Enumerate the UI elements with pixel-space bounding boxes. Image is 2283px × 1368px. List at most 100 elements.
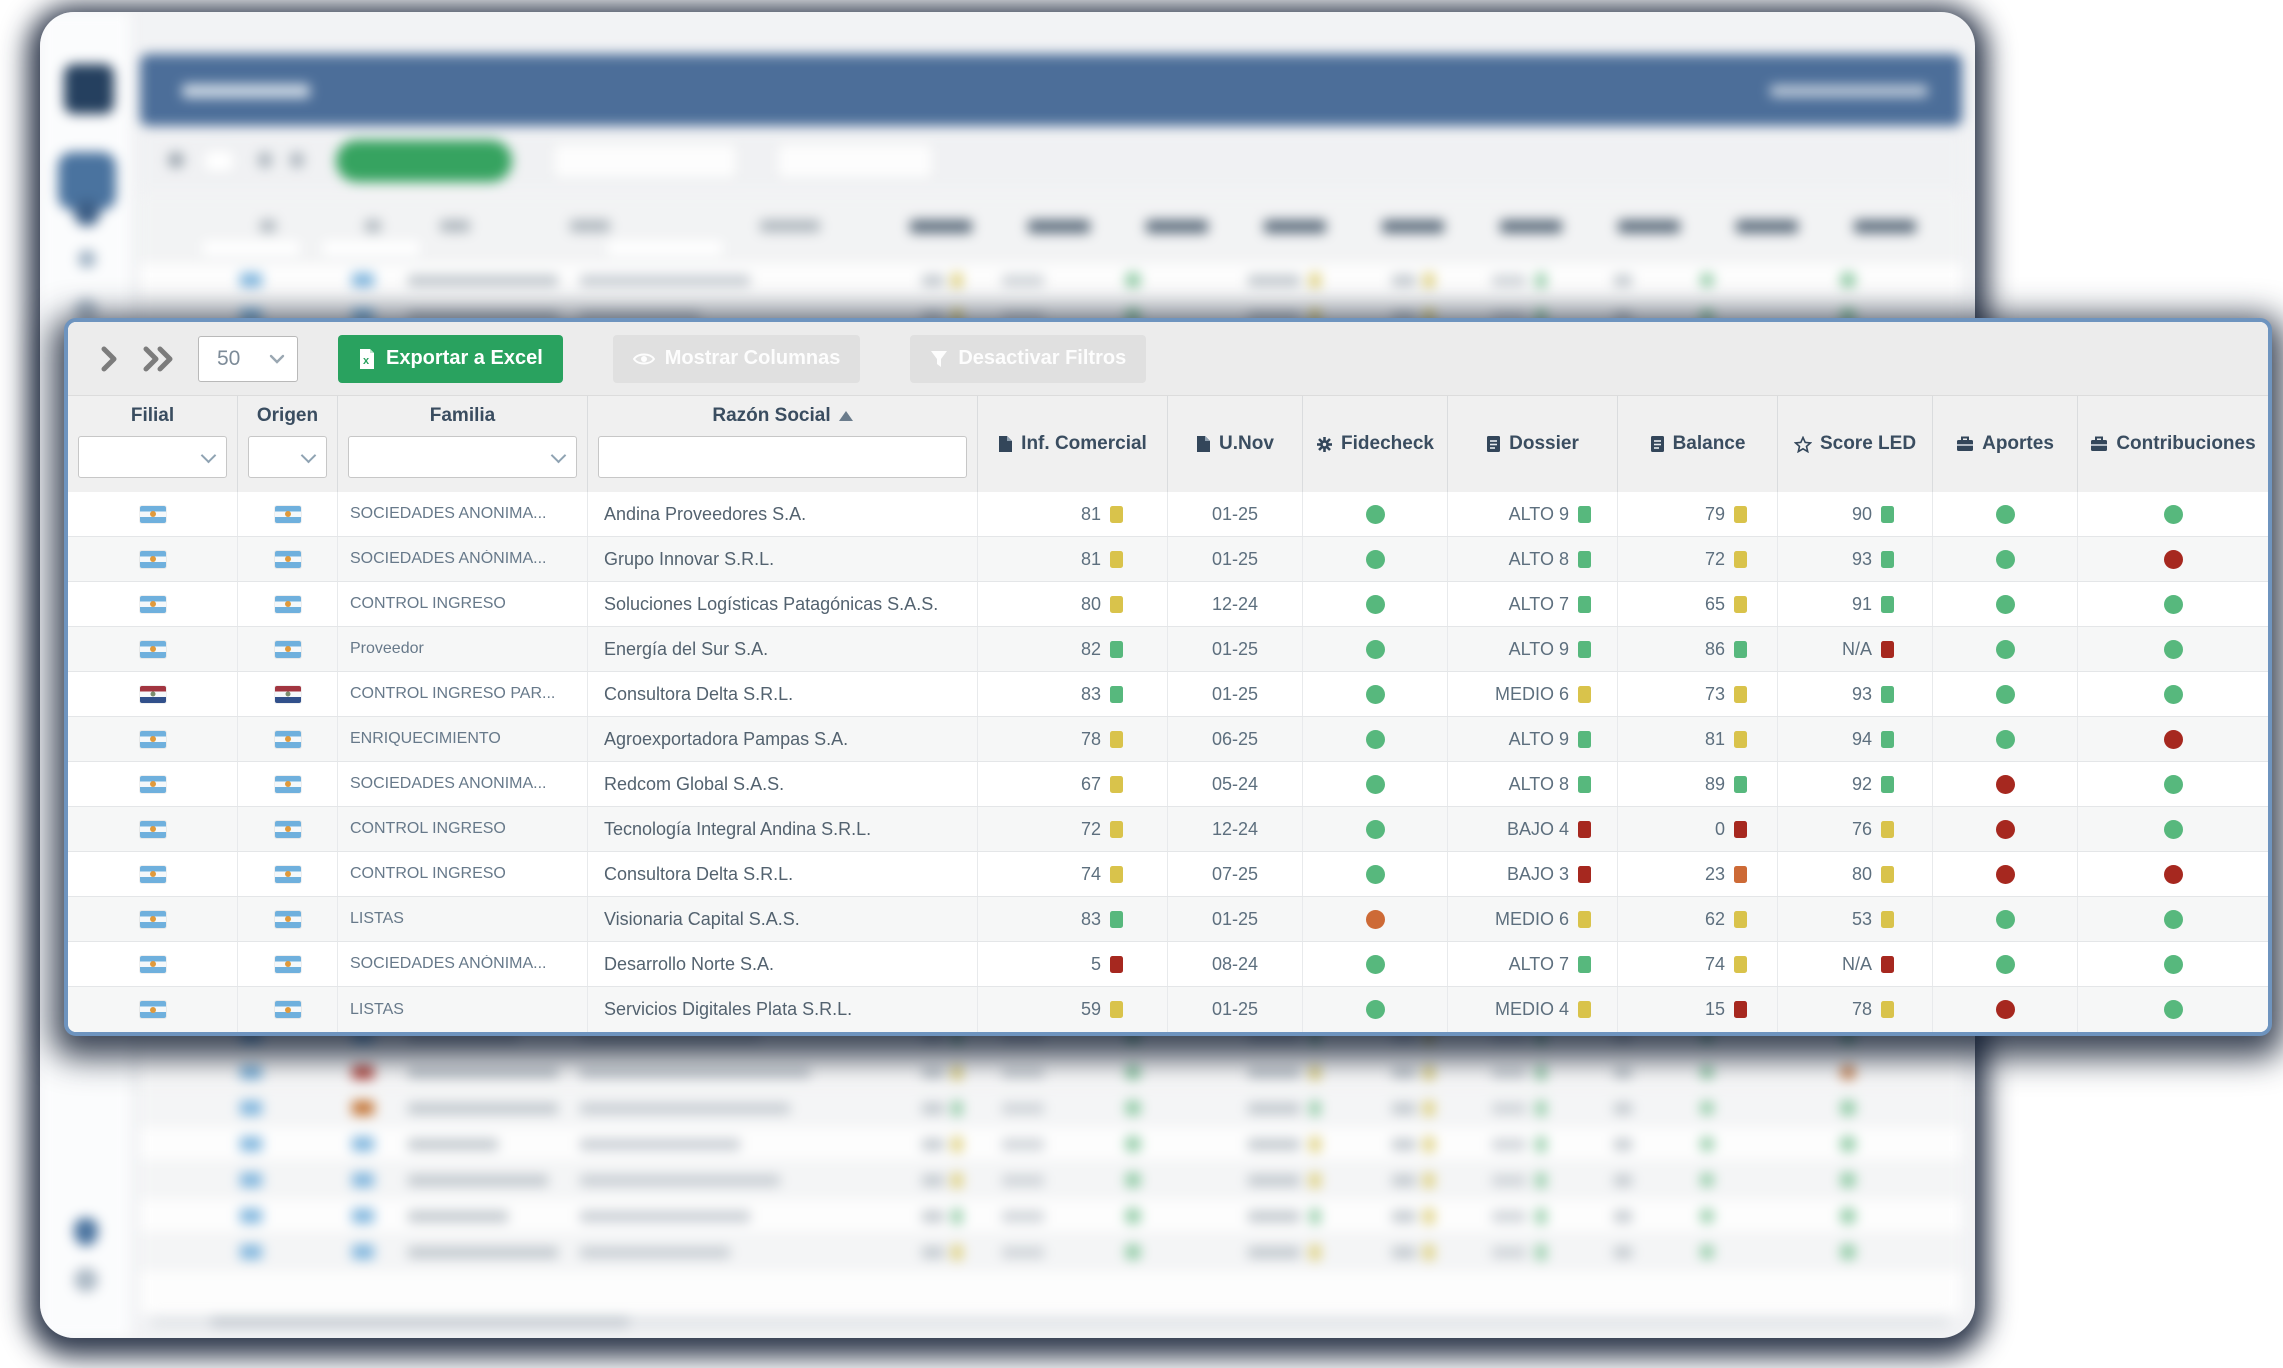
column-header-contribuciones[interactable]: Contribuciones [2078,396,2268,492]
column-header-dossier[interactable]: Dossier [1448,396,1618,492]
filial-filter-select[interactable] [78,436,227,478]
familia-cell: CONTROL INGRESO PAR... [338,672,588,716]
last-page-button[interactable] [142,346,176,372]
aportes-cell [1933,762,2078,806]
status-dot-green[interactable] [1366,775,1385,794]
status-dot-green[interactable] [1996,955,2015,974]
status-dot-green[interactable] [1996,595,2015,614]
table-row[interactable]: CONTROL INGRESOSoluciones Logísticas Pat… [68,582,2268,627]
column-header-balance[interactable]: Balance [1618,396,1778,492]
column-header-inf-comercial[interactable]: Inf. Comercial [978,396,1168,492]
background-header-text-blur [365,220,381,232]
show-columns-button[interactable]: Mostrar Columnas [613,335,861,383]
export-excel-button[interactable]: x Exportar a Excel [338,335,563,383]
aportes-cell [1933,582,2078,626]
background-row-blur-item [1125,1244,1141,1260]
column-header-origen[interactable]: Origen [238,396,338,492]
status-dot-green[interactable] [2164,775,2183,794]
familia-cell: LISTAS [338,897,588,941]
background-row-blur-item [1125,1064,1141,1080]
disable-filters-button[interactable]: Desactivar Filtros [910,335,1146,383]
status-dot-green[interactable] [1366,505,1385,524]
status-dot-green[interactable] [1996,550,2015,569]
status-dot-red[interactable] [1996,775,2015,794]
status-dot-green[interactable] [1996,910,2015,929]
status-dot-orange[interactable] [1366,910,1385,929]
status-dot-green[interactable] [1366,685,1385,704]
razon-social-cell: Redcom Global S.A.S. [588,762,978,806]
table-body: SOCIEDADES ANONIMA...Andina Proveedores … [68,492,2268,1032]
column-header-u-nov[interactable]: U.Nov [1168,396,1303,492]
table-row[interactable]: SOCIEDADES ANÓNIMA...Grupo Innovar S.R.L… [68,537,2268,582]
status-dot-green[interactable] [2164,640,2183,659]
column-header-aportes[interactable]: Aportes [1933,396,2078,492]
u-nov-value: 05-24 [1212,774,1258,795]
column-header-fidecheck[interactable]: Fidecheck [1303,396,1448,492]
argentina-flag-icon [275,911,301,928]
razon-social-cell: Consultora Delta S.R.L. [588,672,978,716]
status-dot-green[interactable] [1366,1000,1385,1019]
table-row[interactable]: LISTASVisionaria Capital S.A.S.8301-25ME… [68,897,2268,942]
background-header-text-blur [1618,220,1680,233]
table-row[interactable]: CONTROL INGRESOTecnología Integral Andin… [68,807,2268,852]
table-row[interactable]: SOCIEDADES ANONIMA...Redcom Global S.A.S… [68,762,2268,807]
status-dot-green[interactable] [2164,505,2183,524]
table-row[interactable]: LISTASServicios Digitales Plata S.R.L.59… [68,987,2268,1032]
origen-filter-select[interactable] [248,436,327,478]
background-header-text-blur [1854,220,1916,233]
status-dot-green[interactable] [2164,1000,2183,1019]
u-nov-value: 01-25 [1212,684,1258,705]
status-dot-green[interactable] [1366,595,1385,614]
status-dot-green[interactable] [1996,505,2015,524]
dossier-cell: MEDIO 4 [1448,987,1618,1032]
table-row[interactable]: SOCIEDADES ANONIMA...Andina Proveedores … [68,492,2268,537]
status-dot-green[interactable] [1996,685,2015,704]
balance-cell: 73 [1618,672,1778,716]
status-dot-red[interactable] [1996,865,2015,884]
status-dot-green[interactable] [1366,730,1385,749]
status-dot-green[interactable] [1366,955,1385,974]
table-row[interactable]: ProveedorEnergía del Sur S.A.8201-25ALTO… [68,627,2268,672]
status-dot-green[interactable] [2164,685,2183,704]
status-dot-green[interactable] [1366,820,1385,839]
status-chip-red [1734,821,1747,838]
column-header-score-led[interactable]: Score LED [1778,396,1933,492]
background-row-blur-item [1536,1101,1546,1116]
column-header-razon-social[interactable]: Razón Social [588,396,978,492]
next-page-button[interactable] [98,346,120,372]
razon-social-filter-input[interactable] [598,436,967,478]
background-row-blur-item [922,275,944,286]
status-chip-green [1578,596,1591,613]
column-header-filial[interactable]: Filial [68,396,238,492]
status-dot-red[interactable] [1996,820,2015,839]
status-dot-green[interactable] [1366,865,1385,884]
fidecheck-cell [1303,717,1448,761]
familia-filter-select[interactable] [348,436,577,478]
score-led-cell-value: 80 [1852,864,1872,885]
table-row[interactable]: CONTROL INGRESO PAR...Consultora Delta S… [68,672,2268,717]
table-row[interactable]: CONTROL INGRESOConsultora Delta S.R.L.74… [68,852,2268,897]
aportes-cell [1933,672,2078,716]
background-row-blur-item [1614,1103,1632,1114]
status-dot-green[interactable] [2164,820,2183,839]
status-dot-green[interactable] [2164,595,2183,614]
familia-text: CONTROL INGRESO [338,820,506,838]
status-dot-red[interactable] [1996,1000,2015,1019]
contribuciones-cell [2078,987,2268,1032]
page-size-select[interactable]: 50 [198,336,298,382]
table-row[interactable]: SOCIEDADES ANÓNIMA...Desarrollo Norte S.… [68,942,2268,987]
status-dot-green[interactable] [1366,640,1385,659]
column-header-familia[interactable]: Familia [338,396,588,492]
status-dot-green[interactable] [1996,640,2015,659]
status-dot-red[interactable] [2164,730,2183,749]
inf-comercial-cell-value: 59 [1081,999,1101,1020]
status-dot-green[interactable] [2164,955,2183,974]
status-dot-green[interactable] [1996,730,2015,749]
background-row-blur-item [952,1209,962,1224]
background-row-blur-item [1536,273,1546,288]
status-dot-red[interactable] [2164,865,2183,884]
status-dot-green[interactable] [2164,910,2183,929]
table-row[interactable]: ENRIQUECIMIENTOAgroexportadora Pampas S.… [68,717,2268,762]
status-dot-green[interactable] [1366,550,1385,569]
status-dot-red[interactable] [2164,550,2183,569]
